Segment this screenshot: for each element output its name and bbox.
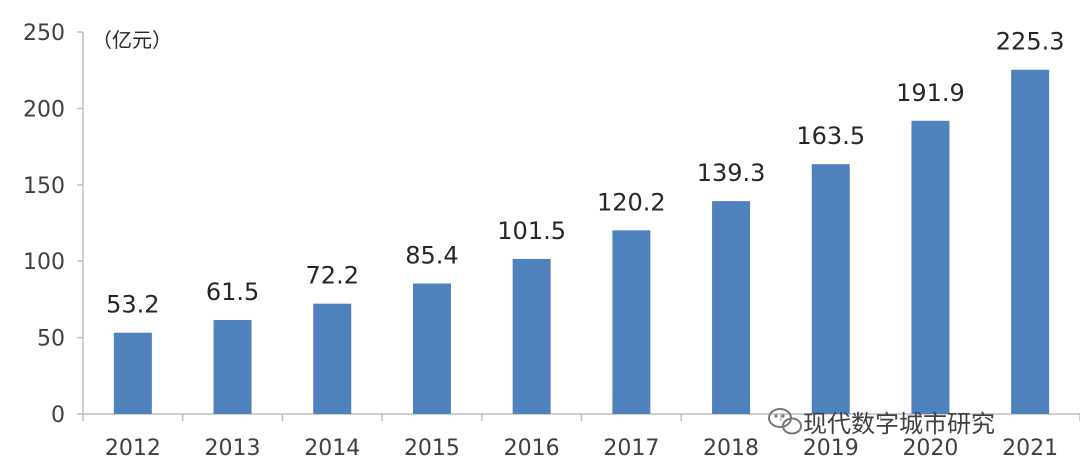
bar-2012 (113, 332, 152, 414)
bar-2021 (1011, 69, 1050, 414)
data-label-2017: 120.2 (597, 188, 666, 216)
wechat-icon (768, 408, 802, 435)
x-tick-label-2018: 2018 (703, 436, 759, 461)
data-label-2015: 85.4 (405, 242, 458, 270)
data-label-2018: 139.3 (697, 159, 766, 187)
axes: 0 50 100 150 200 250 2012 2013 2014 2015 2016 2017 2… (23, 21, 1080, 461)
watermark-text: 现代数字城市研究 (803, 410, 995, 438)
data-label-2016: 101.5 (497, 217, 566, 245)
data-label-2014: 72.2 (306, 262, 359, 290)
data-label-2012: 53.2 (106, 291, 159, 319)
x-tick-label-2021: 2021 (1002, 436, 1058, 461)
x-tick-label-2016: 2016 (504, 436, 560, 461)
data-label-2019: 163.5 (796, 122, 865, 150)
x-tick-label-2017: 2017 (603, 436, 659, 461)
x-tick-label-2015: 2015 (404, 436, 460, 461)
x-tick-label-2012: 2012 (105, 436, 161, 461)
y-tick-label: 100 (23, 250, 65, 275)
watermark: 现代数字城市研究 (768, 408, 995, 438)
data-labels: 53.2 61.5 72.2 85.4 101.5 120.2 139.3 163.5 191.… (106, 28, 1064, 319)
x-tick-label-2014: 2014 (304, 436, 360, 461)
x-tick-label-2013: 2013 (205, 436, 261, 461)
x-tick-label-2019: 2019 (803, 436, 859, 461)
bar-2014 (313, 303, 352, 414)
x-tick-label-2020: 2020 (902, 436, 958, 461)
bar-2013 (213, 320, 252, 414)
data-label-2020: 191.9 (896, 79, 965, 107)
data-label-2021: 225.3 (996, 28, 1065, 56)
bar-2019 (811, 164, 850, 414)
bar-2016 (512, 258, 551, 414)
bar-2018 (712, 201, 751, 414)
bar-2015 (412, 283, 451, 414)
y-tick-label: 50 (37, 327, 65, 352)
y-tick-label: 150 (23, 174, 65, 199)
bars (113, 69, 1050, 415)
y-axis-unit-label: （亿元） (92, 28, 172, 52)
y-tick-label: 0 (51, 403, 65, 428)
bar-2017 (612, 230, 651, 414)
data-label-2013: 61.5 (206, 278, 259, 306)
y-tick-label: 250 (23, 21, 65, 46)
y-tick-label: 200 (23, 97, 65, 122)
bar-2020 (911, 120, 950, 415)
